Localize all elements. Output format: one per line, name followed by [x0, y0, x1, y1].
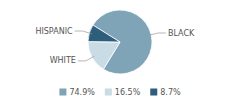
pie-slice — [88, 25, 120, 42]
leader-line — [78, 56, 94, 61]
legend: 74.9% 16.5% 8.7% — [59, 88, 181, 97]
pie-slice — [88, 42, 120, 70]
legend-label: 74.9% — [69, 88, 95, 97]
legend-swatch — [105, 89, 112, 96]
pie — [88, 10, 152, 74]
legend-label: 16.5% — [115, 88, 141, 97]
slice-label: BLACK — [168, 29, 195, 38]
leader-line — [75, 31, 92, 34]
slice-labels: BLACK WHITE HISPANIC — [35, 27, 195, 66]
slice-label: HISPANIC — [35, 27, 73, 36]
chart: BLACK WHITE HISPANIC 74.9% 16.5% 8.7% — [0, 0, 240, 100]
leader-line — [149, 33, 166, 35]
legend-swatch — [59, 89, 66, 96]
legend-swatch — [150, 89, 157, 96]
legend-label: 8.7% — [160, 88, 181, 97]
slice-label: WHITE — [50, 56, 76, 65]
